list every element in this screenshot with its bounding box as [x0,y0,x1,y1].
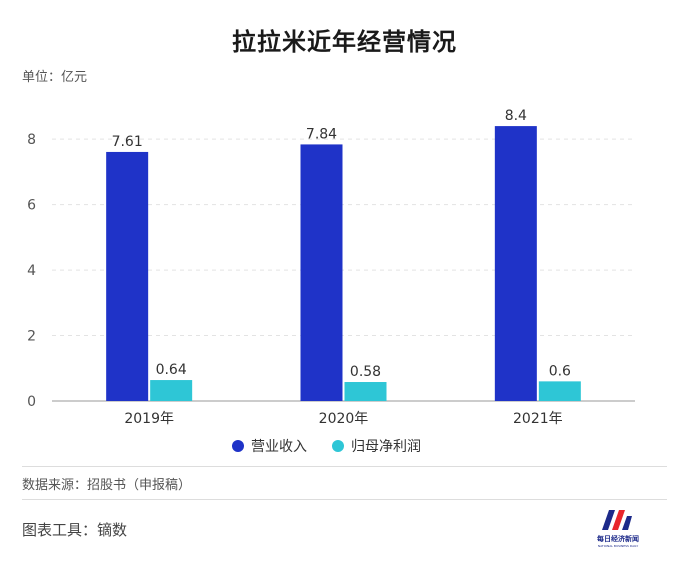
bar-revenue [300,144,343,401]
x-tick-label: 2019年 [124,411,174,427]
unit-label: 单位：亿元 [22,70,88,85]
y-tick-label: 8 [27,132,36,148]
y-tick-label: 4 [27,263,36,279]
y-tick-label: 0 [27,394,36,410]
data-labels: 7.61 0.64 7.84 0.58 8.4 0.6 [112,108,571,380]
chart-tool-credit: 图表工具：镝数 [22,521,128,539]
x-tick-label: 2020年 [319,411,369,427]
legend-marker-net-profit [332,440,344,452]
data-label: 7.61 [112,134,143,150]
publisher-logo: 每日经济新闻 NATIONAL BUSINESS DAILY [586,506,650,550]
data-label: 8.4 [505,108,527,124]
bars [106,126,581,401]
bar-net-profit [538,381,581,401]
bar-revenue [106,151,149,401]
legend-label: 营业收入 [251,439,307,455]
grid-lines [52,138,635,402]
legend-marker-revenue [232,440,244,452]
divider [22,466,667,467]
data-label: 0.64 [156,362,187,378]
data-source: 数据来源：招股书（申报稿） [22,478,192,493]
data-label: 0.58 [350,364,381,380]
bar-revenue [494,126,537,401]
logo-mark-icon [602,510,632,530]
data-label: 0.6 [549,363,571,379]
x-tick-label: 2021年 [513,411,563,427]
logo-text: 每日经济新闻 [597,535,639,543]
x-axis-ticks: 2019年 2020年 2021年 [124,411,562,427]
y-axis-ticks: 0 2 4 6 8 [27,132,36,410]
y-tick-label: 6 [27,198,36,214]
divider [22,499,667,500]
legend: 营业收入 归母净利润 [232,438,421,455]
legend-label: 归母净利润 [351,438,421,455]
data-label: 7.84 [306,126,337,142]
y-tick-label: 2 [27,329,36,345]
logo-subtext: NATIONAL BUSINESS DAILY [597,544,639,548]
bar-net-profit [150,380,193,401]
bar-net-profit [344,382,387,401]
chart-title: 拉拉米近年经营情况 [232,28,457,56]
